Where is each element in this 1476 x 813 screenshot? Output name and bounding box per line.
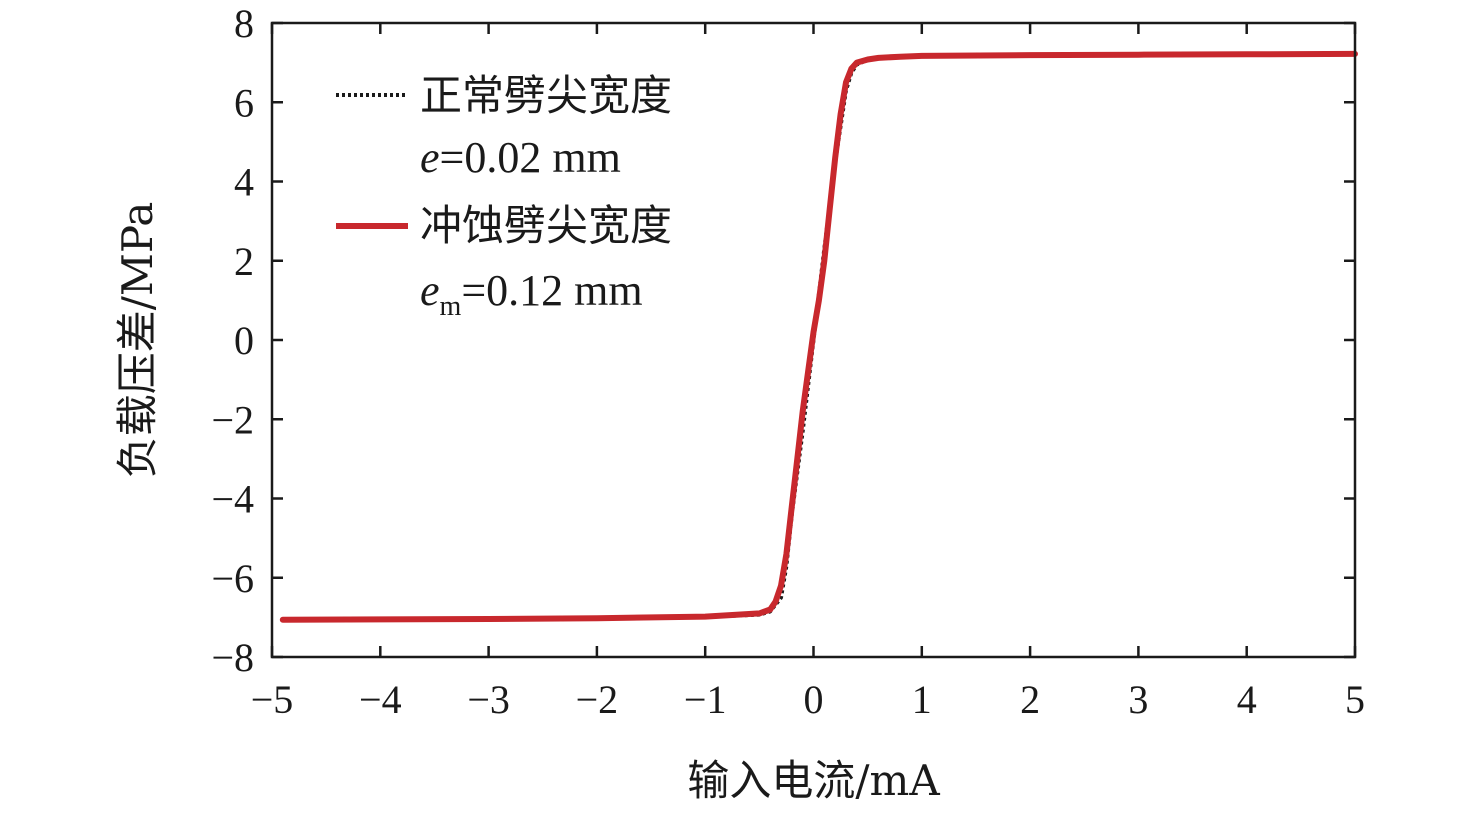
x-tick-label: 5 [1345, 677, 1365, 722]
legend-label-0: 正常劈尖宽度 [420, 71, 672, 120]
x-tick-label: −5 [251, 677, 294, 722]
x-tick-label: −1 [684, 677, 727, 722]
y-tick-label: 4 [234, 160, 254, 205]
legend-param-0: e=0.02 mm [420, 133, 621, 182]
y-tick-label: −4 [211, 477, 254, 522]
y-axis-title: 负载压差/MPa [113, 202, 162, 479]
x-tick-label: 2 [1020, 677, 1040, 722]
y-tick-label: 6 [234, 80, 254, 125]
x-tick-label: 1 [912, 677, 932, 722]
legend: 正常劈尖宽度 e=0.02 mm 冲蚀劈尖宽度 em=0.12 mm [336, 71, 672, 322]
y-tick-label: −8 [211, 635, 254, 680]
y-tick-label: 0 [234, 318, 254, 363]
legend-param-1: em=0.12 mm [420, 266, 643, 322]
series-line-1 [279, 50, 1358, 623]
ticks-layer: −5 −4 −3 −2 −1 0 1 2 3 4 5 −8 −6 −4 −2 0 2 4 6 8 [211, 1, 1365, 722]
x-tick-label: −4 [359, 677, 402, 722]
y-tick-label: −6 [211, 556, 254, 601]
legend-label-1: 冲蚀劈尖宽度 [420, 201, 672, 250]
x-axis-title: 输入电流/mA [687, 756, 940, 805]
x-tick-label: −3 [467, 677, 510, 722]
y-tick-label: 2 [234, 239, 254, 284]
x-tick-label: 3 [1128, 677, 1148, 722]
x-tick-label: −2 [576, 677, 619, 722]
y-tick-label: 8 [234, 1, 254, 46]
x-tick-label: 0 [804, 677, 824, 722]
x-tick-label: 4 [1237, 677, 1257, 722]
y-tick-label: −2 [211, 397, 254, 442]
series-layer [279, 50, 1358, 623]
